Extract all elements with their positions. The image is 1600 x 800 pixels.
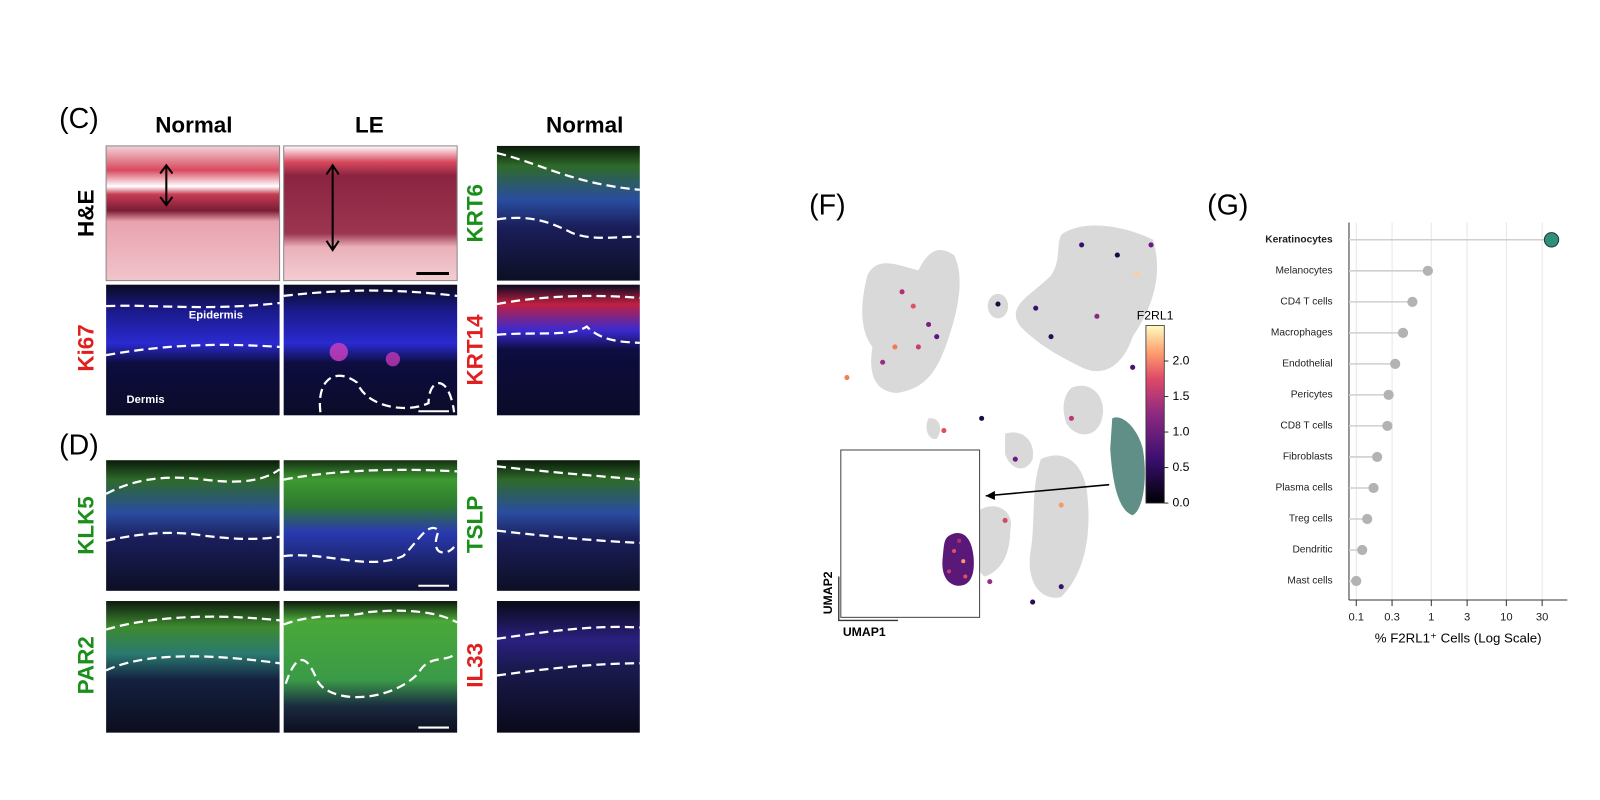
row-label: PAR2 (74, 636, 99, 694)
image-krt6 (496, 145, 640, 281)
column-header: LE (355, 112, 384, 137)
row-label: IL33 (462, 643, 487, 688)
arrow (985, 483, 1110, 497)
annotation: Dermis (127, 394, 165, 406)
colorbar: F2RL1 0.0 0.5 1.0 1.5 2.0 (1137, 309, 1190, 510)
row-label: KLK5 (74, 496, 99, 555)
colorbar-tick-label: 1.5 (1172, 389, 1189, 403)
row-label: TSLP (462, 496, 487, 553)
row-label: KRT14 (462, 314, 487, 386)
lollipop-dot (1362, 513, 1373, 525)
column-header: Normal (155, 112, 232, 137)
image-klk5-normal (105, 460, 281, 591)
umap-inset (840, 449, 981, 618)
category-label: Dendritic (1292, 545, 1332, 556)
lollipop-dot (1390, 358, 1401, 369)
colorbar-gradient (1145, 325, 1165, 504)
image-klk5-le (283, 460, 458, 591)
image-par2-normal (105, 601, 280, 733)
panel-label: (D) (59, 429, 99, 461)
lollipop-dot (1382, 420, 1393, 432)
lollipop-dot (1368, 482, 1379, 494)
row-label: Ki67 (74, 324, 99, 371)
category-label: Endothelial (1282, 359, 1332, 370)
umap-points (844, 242, 1154, 605)
row-label: H&E (74, 190, 99, 237)
category-label: Fibroblasts (1283, 452, 1333, 463)
category-label: Plasma cells (1275, 483, 1332, 494)
x-axis-label: % F2RL1⁺ Cells (Log Scale) (1375, 630, 1542, 645)
x-tick-label: 0.1 (1348, 611, 1364, 623)
column-header: Normal (546, 112, 623, 137)
panel-label: (G) (1207, 190, 1248, 222)
row-label: KRT6 (462, 184, 487, 243)
colorbar-title: F2RL1 (1137, 309, 1174, 323)
image-tslp (496, 460, 640, 591)
image-ki67-le (283, 284, 458, 416)
lollipop-dot (1351, 575, 1362, 587)
x-tick-label: 1 (1428, 611, 1434, 623)
x-tick-label: 10 (1500, 611, 1512, 623)
category-label: Mast cells (1287, 576, 1332, 587)
category-label: Macrophages (1271, 328, 1333, 339)
category-label: CD4 T cells (1280, 297, 1332, 308)
category-label: Treg cells (1289, 514, 1333, 525)
image-il33 (496, 601, 640, 733)
image-par2-le (283, 601, 458, 733)
lollipop-chart: (G) 0.1 0.3 1 3 10 30 % F2RL1⁺ Cells (Log Scale… (1207, 190, 1568, 645)
image-krt14 (496, 284, 640, 416)
x-tick-label: 30 (1536, 611, 1548, 623)
colorbar-tick-label: 2.0 (1172, 353, 1189, 367)
category-label: Keratinocytes (1265, 234, 1333, 245)
colorbar-tick-label: 0.5 (1172, 460, 1189, 474)
lollipop-dot (1357, 544, 1368, 556)
category-label: CD8 T cells (1280, 421, 1332, 432)
umap-clusters (862, 225, 1158, 598)
colorbar-tick-label: 1.0 (1172, 424, 1189, 438)
lollipop-dot (1397, 327, 1409, 338)
lollipop-dot (1407, 296, 1418, 307)
x-tick-label: 3 (1464, 611, 1470, 623)
lollipop-dot (1543, 232, 1560, 248)
x-tick-label: 0.3 (1384, 611, 1400, 623)
axis-label: UMAP2 (821, 571, 835, 614)
category-label: Pericytes (1291, 390, 1333, 401)
category-label: Melanocytes (1275, 266, 1332, 277)
lollipop-dot (1372, 451, 1383, 463)
arrowhead (985, 490, 995, 500)
panel-label: (F) (809, 190, 845, 222)
umap-axes (838, 576, 898, 622)
lollipop-dot (1422, 265, 1433, 276)
axis-label: UMAP1 (843, 625, 886, 639)
annotation: Epidermis (189, 309, 243, 321)
colorbar-tick-label: 0.0 (1172, 495, 1189, 509)
lollipop-dot (1383, 389, 1394, 400)
image-ki67-normal (105, 284, 280, 416)
image-he-normal (105, 145, 281, 282)
panel-label: (C) (59, 103, 99, 135)
image-he-le (283, 145, 458, 282)
